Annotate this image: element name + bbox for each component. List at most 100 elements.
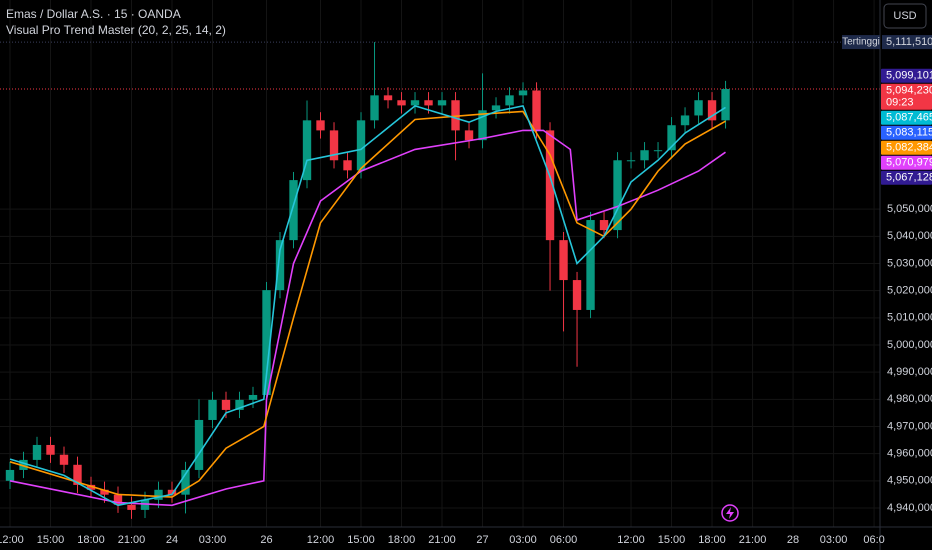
y-tick-label: 5,040,000 bbox=[887, 230, 932, 242]
y-tick-label: 4,950,000 bbox=[887, 475, 932, 487]
x-tick-label: 18:00 bbox=[388, 534, 416, 546]
candle-body bbox=[356, 120, 366, 171]
highest-label-bg bbox=[882, 35, 932, 50]
candle-body bbox=[694, 100, 703, 116]
y-tick-label: 4,960,000 bbox=[887, 448, 932, 460]
x-tick-label: 21:00 bbox=[118, 534, 146, 546]
x-tick-label: 03:00 bbox=[199, 534, 227, 546]
candle-body bbox=[707, 100, 717, 121]
candle-body bbox=[424, 100, 433, 106]
candle-body bbox=[437, 100, 447, 106]
candle-body bbox=[275, 240, 285, 291]
y-tick-label: 4,990,000 bbox=[887, 366, 932, 378]
candle-body bbox=[626, 160, 636, 162]
x-tick-label: 18:00 bbox=[77, 534, 105, 546]
indicator-line bbox=[9, 104, 726, 507]
candle-body bbox=[599, 220, 609, 231]
candle-body bbox=[46, 444, 55, 455]
candle-body bbox=[667, 125, 676, 151]
highest-label: 5,111,510 bbox=[886, 36, 932, 48]
candle-body bbox=[383, 95, 393, 101]
candle-body bbox=[248, 394, 258, 400]
candle-body bbox=[586, 220, 595, 310]
candle-body bbox=[181, 469, 190, 495]
candle-body bbox=[73, 464, 82, 485]
highest-tag bbox=[842, 35, 880, 50]
candle-body bbox=[680, 115, 690, 126]
candle-body bbox=[59, 454, 69, 465]
price-label: 5,094,230 bbox=[886, 85, 932, 97]
alert-bolt bbox=[726, 507, 734, 519]
indicator-line bbox=[9, 129, 726, 507]
candle-body bbox=[505, 95, 514, 106]
candle-body bbox=[100, 489, 109, 495]
price-label: 5,070,979 bbox=[886, 157, 932, 169]
x-tick-label: 15:00 bbox=[347, 534, 375, 546]
candle-body bbox=[491, 105, 501, 111]
candle-body bbox=[613, 160, 622, 231]
candle-body bbox=[653, 150, 663, 152]
candle-body bbox=[289, 180, 298, 241]
x-tick-label: 26 bbox=[260, 534, 272, 546]
currency-label: USD bbox=[893, 10, 916, 22]
candle-body bbox=[86, 484, 96, 490]
candle-body bbox=[370, 95, 379, 121]
alert-icon[interactable] bbox=[721, 504, 739, 522]
x-tick-label: 12:00 bbox=[0, 534, 24, 546]
x-tick-label: 27 bbox=[476, 534, 488, 546]
candle-body bbox=[451, 100, 460, 131]
price-label-bg bbox=[881, 125, 932, 140]
x-tick-label: 12:00 bbox=[617, 534, 645, 546]
candle-body bbox=[343, 160, 352, 171]
x-tick-label: 24 bbox=[166, 534, 178, 546]
candle-body bbox=[478, 110, 487, 141]
price-label-bg bbox=[881, 83, 932, 110]
candle-body bbox=[221, 399, 231, 410]
price-countdown: 09:23 bbox=[886, 97, 914, 109]
candle-body bbox=[302, 120, 312, 181]
price-label-bg bbox=[881, 140, 932, 155]
candle-body bbox=[32, 444, 42, 460]
candle-body bbox=[127, 504, 136, 510]
y-tick-label: 5,000,000 bbox=[887, 339, 932, 351]
candle-body bbox=[397, 100, 406, 106]
candle-body bbox=[518, 90, 528, 96]
candle-body bbox=[235, 399, 244, 410]
candle-body bbox=[464, 130, 474, 141]
indicator-line bbox=[9, 110, 726, 498]
candle-body bbox=[640, 150, 649, 161]
x-tick-label: 15:00 bbox=[37, 534, 65, 546]
candle-body bbox=[262, 290, 271, 395]
price-label: 5,083,115 bbox=[886, 127, 932, 139]
x-tick-label: 28 bbox=[787, 534, 799, 546]
price-label: 5,087,465 bbox=[886, 112, 932, 124]
y-tick-label: 4,980,000 bbox=[887, 393, 932, 405]
candle-body bbox=[410, 100, 420, 106]
price-label-bg bbox=[881, 68, 932, 83]
price-label: 5,099,101 bbox=[886, 70, 932, 82]
price-label-bg bbox=[881, 110, 932, 125]
candle-body bbox=[208, 399, 217, 420]
x-tick-label: 06:0 bbox=[863, 534, 884, 546]
candle-body bbox=[140, 499, 150, 510]
candle-body bbox=[572, 280, 582, 310]
candle-body bbox=[316, 120, 325, 131]
x-tick-label: 03:00 bbox=[820, 534, 848, 546]
candle-body bbox=[19, 459, 28, 470]
price-label-bg bbox=[881, 155, 932, 170]
indicator-title: Visual Pro Trend Master (20, 2, 25, 14, … bbox=[6, 23, 226, 37]
candle-body bbox=[5, 469, 15, 481]
y-tick-label: 5,010,000 bbox=[887, 312, 932, 324]
price-label: 5,067,128 bbox=[886, 172, 932, 184]
x-tick-label: 21:00 bbox=[739, 534, 767, 546]
price-label: 5,082,384 bbox=[886, 142, 932, 154]
currency-button[interactable] bbox=[883, 3, 927, 29]
axes: 4,940,000 4,950,000 4,960,000 4,970,000 4,98… bbox=[0, 35, 932, 546]
y-tick-label: 5,020,000 bbox=[887, 285, 932, 297]
x-tick-label: 15:00 bbox=[658, 534, 686, 546]
y-tick-label: 4,940,000 bbox=[887, 502, 932, 514]
highest-name: Tertinggi bbox=[842, 37, 880, 48]
candle-body bbox=[559, 240, 568, 281]
